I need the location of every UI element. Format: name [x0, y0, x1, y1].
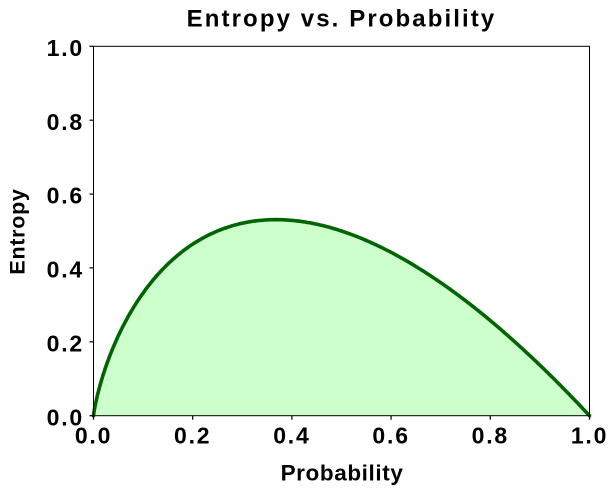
svg-text:0.6: 0.6 [372, 423, 409, 449]
svg-text:0.8: 0.8 [472, 423, 509, 449]
svg-text:Entropy: Entropy [6, 188, 30, 274]
svg-text:1.0: 1.0 [47, 35, 84, 61]
svg-text:0.8: 0.8 [47, 109, 84, 135]
svg-text:0.0: 0.0 [47, 404, 84, 430]
svg-text:0.4: 0.4 [47, 257, 84, 283]
svg-text:0.0: 0.0 [75, 423, 112, 449]
svg-text:0.2: 0.2 [174, 423, 211, 449]
svg-text:Probability: Probability [281, 461, 404, 486]
svg-text:0.4: 0.4 [273, 423, 310, 449]
svg-text:Entropy vs. Probability: Entropy vs. Probability [187, 5, 497, 32]
svg-text:0.2: 0.2 [47, 330, 84, 356]
svg-text:1.0: 1.0 [571, 423, 608, 449]
svg-text:0.6: 0.6 [47, 183, 84, 209]
